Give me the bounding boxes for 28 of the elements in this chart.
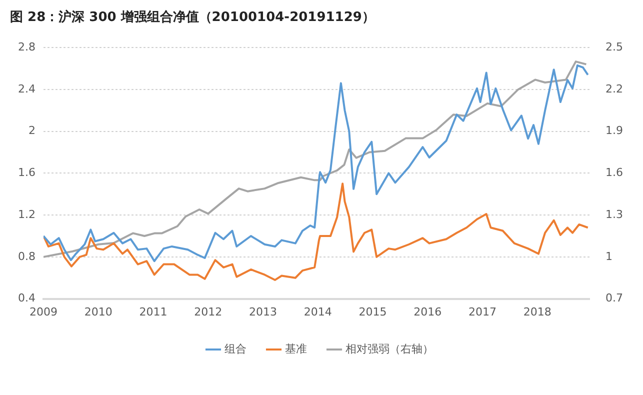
- y-tick-label: 2.8: [18, 40, 36, 54]
- legend-label: 组合: [224, 342, 246, 356]
- x-tick-label: 2018: [523, 305, 552, 318]
- chart-title: 图 28：沪深 300 增强组合净值（20100104-20191129）: [10, 9, 375, 26]
- y2-tick-label: 0.7: [606, 292, 624, 305]
- y2-tick-label: 2.5: [606, 40, 624, 54]
- x-tick-label: 2015: [358, 305, 387, 318]
- y2-tick-label: 1.3: [606, 208, 624, 221]
- y2-tick-label: 1.6: [606, 166, 624, 180]
- x-tick-label: 2017: [468, 305, 496, 318]
- y2-tick-label: 2.2: [606, 82, 624, 96]
- legend-label: 相对强弱（右轴）: [345, 342, 434, 356]
- x-tick-label: 2016: [414, 305, 442, 318]
- y-tick-label: 0.4: [18, 292, 36, 305]
- legend-label: 基准: [284, 342, 307, 356]
- y2-tick-label: 1.9: [606, 124, 624, 138]
- y-tick-label: 2: [28, 124, 36, 138]
- y-tick-label: 1.2: [18, 208, 36, 221]
- x-tick-label: 2013: [248, 305, 277, 318]
- y2-tick-label: 1: [606, 250, 613, 263]
- x-tick-label: 2009: [29, 305, 58, 318]
- y-tick-label: 0.8: [18, 250, 36, 263]
- y-tick-label: 2.4: [18, 82, 36, 96]
- x-tick-label: 2014: [304, 305, 332, 318]
- x-tick-label: 2010: [84, 305, 112, 318]
- x-tick-label: 2011: [139, 305, 168, 318]
- y-tick-label: 1.6: [18, 166, 36, 180]
- x-tick-label: 2012: [194, 305, 222, 318]
